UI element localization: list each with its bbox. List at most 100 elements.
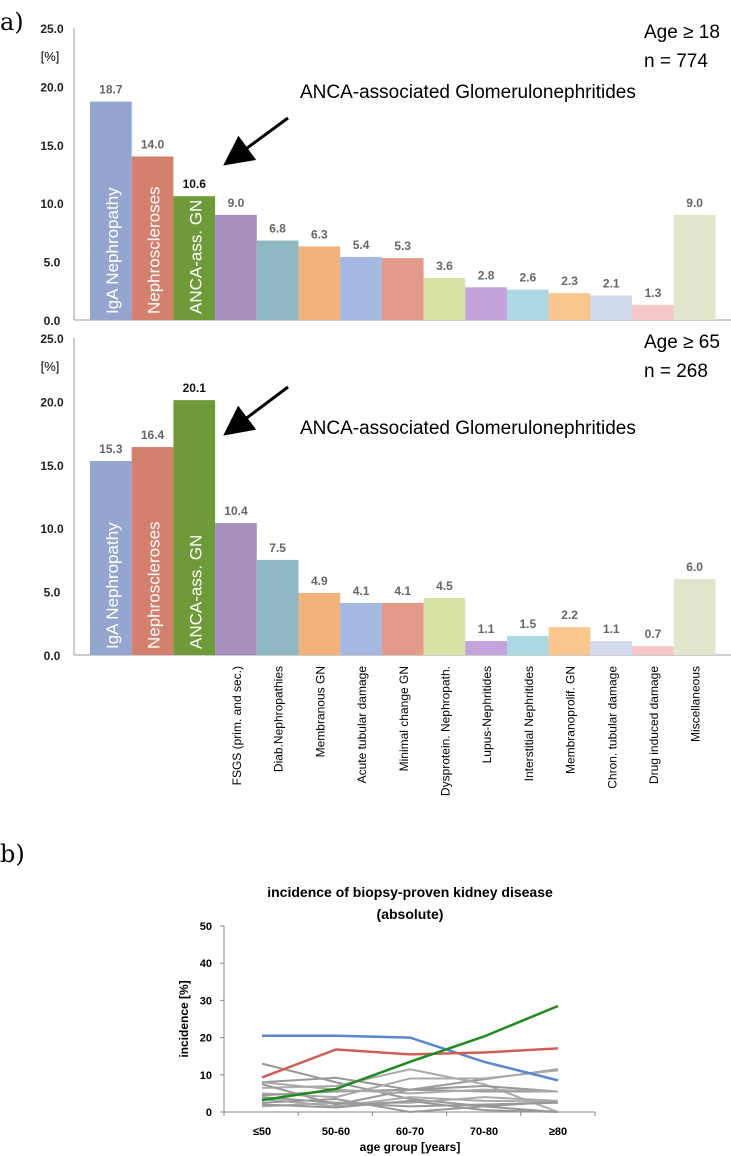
bar-value-label: 16.4 [141,428,165,442]
y-tick-label: 0 [206,1107,212,1119]
bar-value-label: 2.6 [520,271,537,285]
bar-value-label: 15.3 [99,442,123,456]
y-tick-label: 25.0 [40,332,64,346]
bar-inside-label: IgA Nephropathy [103,187,122,314]
bar [340,603,382,655]
y-tick-label: 50 [200,921,212,933]
bar [298,246,341,320]
category-labels: FSGS (prim. and sec.) Diab.Nephropathies M… [230,666,703,796]
x-tick-label: 70-80 [470,1126,498,1138]
chart-title: incidence of biopsy-proven kidney diseas… [267,884,553,900]
bar-inside-label: IgA Nephropathy [103,522,122,649]
bar [673,578,716,655]
bar-value-label: 2.8 [478,268,495,282]
bar [131,447,174,655]
category-label: FSGS (prim. and sec.) [230,666,244,785]
panel-label-a: a) [0,8,24,36]
category-label: Lupus-Nephritides [480,666,494,763]
series-line [261,1047,559,1079]
bar-value-label: 4.1 [353,584,370,598]
bar-value-label: 6.0 [686,560,703,574]
series-line [261,1081,559,1095]
bar-value-label: 1.3 [645,286,662,300]
bar [423,597,466,655]
y-tick-label: 30 [200,995,212,1007]
bar-value-label: 2.1 [603,276,620,290]
bar [548,627,591,655]
line-chart-incidence: incidence of biopsy-proven kidney diseas… [177,884,596,1154]
bar [256,559,299,655]
bar-value-label: 5.4 [353,238,370,252]
y-tick-label: 20.0 [40,395,64,409]
bar [381,603,424,655]
bar [507,635,549,655]
y-tick-label: 5.0 [44,256,61,270]
info-text: Age ≥ 65 [644,332,720,353]
annotation-text: ANCA-associated Glomerulonephritides [300,82,636,103]
bar-value-label: 10.6 [183,177,207,191]
panel-label-b: b) [0,840,25,868]
info-text: n = 774 [644,51,708,72]
bar-value-label: 7.5 [269,541,286,555]
bar-value-label: 1.1 [478,622,495,636]
y-tick-label: 20.0 [40,80,64,94]
category-label: Miscellaneous [689,666,703,742]
bar-value-label: 1.1 [603,622,620,636]
y-tick-label: 0.0 [44,314,61,328]
bar [632,304,674,320]
annotation-arrow [223,385,289,436]
bar-value-label: 1.5 [520,617,537,631]
category-label: Membranous GN [313,666,327,757]
bar [173,196,216,320]
bar-value-label: 6.3 [311,227,328,241]
bar [381,258,424,320]
y-tick-label: 20 [200,1033,212,1045]
y-tick-label: 15.0 [40,139,64,153]
bar-value-label: 20.1 [183,381,207,395]
series-line [261,1069,559,1099]
series-line [262,1034,559,1082]
bar-value-label: 4.5 [436,579,453,593]
series-line [261,1099,559,1113]
bar [298,592,341,655]
category-label: Dysprotein. Nephropath. [438,666,452,796]
y-tick-label: 10.0 [40,197,64,211]
bar [215,214,257,320]
annotation-arrow [223,116,289,166]
bar [423,277,466,320]
series-line [261,1096,559,1108]
bar [465,641,507,655]
category-label: Drug induced damage [647,666,661,784]
bar-value-label: 0.7 [645,627,662,641]
bar [590,295,633,320]
chart-title: (absolute) [377,906,444,922]
x-tick-label: ≤50 [253,1126,271,1138]
category-label: Acute tubular damage [355,666,369,784]
category-label: Membranoprolif. GN [564,666,578,774]
bar-value-label: 2.2 [561,608,578,622]
info-text: Age ≥ 18 [644,22,720,43]
bar-chart-age65: 0.0 5.0 10.0 15.0 20.0 25.0 [%] Age ≥ 65 n = 268… [40,332,731,663]
bar [673,214,716,320]
y-tick-label: 15.0 [40,459,64,473]
y-tick-label: 25.0 [40,22,64,36]
bar [256,240,299,320]
bar-value-label: 5.3 [394,239,411,253]
series-line [261,1004,559,1102]
y-tick-label: 5.0 [44,586,61,600]
category-label: Chron. tubular damage [605,666,619,789]
y-unit-label: [%] [41,359,60,374]
bar [90,101,132,320]
bar-value-label: 14.0 [141,137,165,151]
bar [507,289,549,320]
y-tick-label: 40 [200,958,212,970]
bar [590,641,633,655]
bar [90,460,132,655]
bar [465,287,507,320]
bar-value-label: 6.8 [269,222,286,236]
y-unit-label: [%] [41,49,60,64]
bar [632,646,674,655]
bar-inside-label: Nephroscleroses [145,521,164,649]
